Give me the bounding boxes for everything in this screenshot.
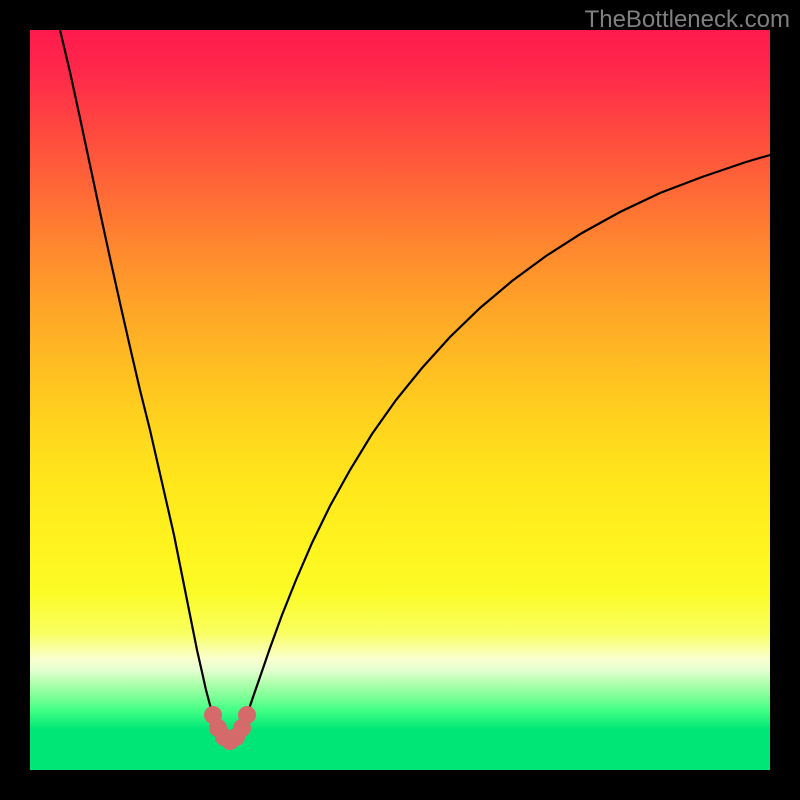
valley-marker-dot xyxy=(238,706,256,724)
chart-background-gradient xyxy=(30,30,770,770)
bottleneck-chart xyxy=(0,0,800,800)
chart-container: TheBottleneck.com xyxy=(0,0,800,800)
